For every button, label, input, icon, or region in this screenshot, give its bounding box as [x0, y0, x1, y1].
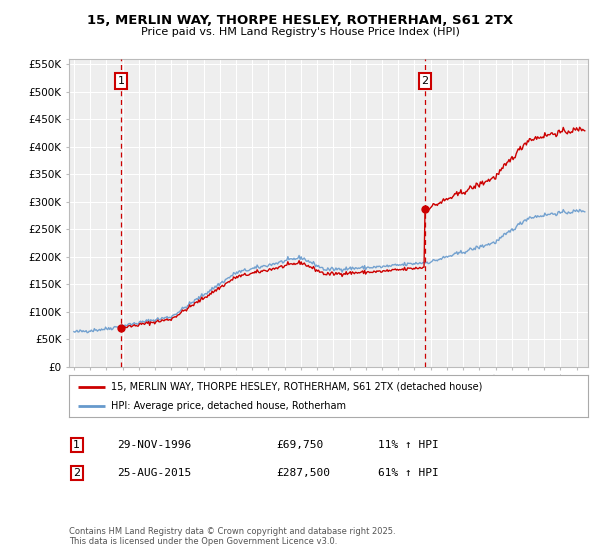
- Text: 29-NOV-1996: 29-NOV-1996: [117, 440, 191, 450]
- Text: 1: 1: [118, 76, 125, 86]
- Text: 1: 1: [73, 440, 80, 450]
- Text: £69,750: £69,750: [276, 440, 323, 450]
- Text: 61% ↑ HPI: 61% ↑ HPI: [378, 468, 439, 478]
- Text: 15, MERLIN WAY, THORPE HESLEY, ROTHERHAM, S61 2TX (detached house): 15, MERLIN WAY, THORPE HESLEY, ROTHERHAM…: [110, 382, 482, 392]
- Text: 11% ↑ HPI: 11% ↑ HPI: [378, 440, 439, 450]
- Text: Contains HM Land Registry data © Crown copyright and database right 2025.
This d: Contains HM Land Registry data © Crown c…: [69, 526, 395, 546]
- Text: £287,500: £287,500: [276, 468, 330, 478]
- Text: 2: 2: [421, 76, 428, 86]
- Text: HPI: Average price, detached house, Rotherham: HPI: Average price, detached house, Roth…: [110, 402, 346, 411]
- Text: 25-AUG-2015: 25-AUG-2015: [117, 468, 191, 478]
- Text: Price paid vs. HM Land Registry's House Price Index (HPI): Price paid vs. HM Land Registry's House …: [140, 27, 460, 37]
- Text: 15, MERLIN WAY, THORPE HESLEY, ROTHERHAM, S61 2TX: 15, MERLIN WAY, THORPE HESLEY, ROTHERHAM…: [87, 14, 513, 27]
- Text: 2: 2: [73, 468, 80, 478]
